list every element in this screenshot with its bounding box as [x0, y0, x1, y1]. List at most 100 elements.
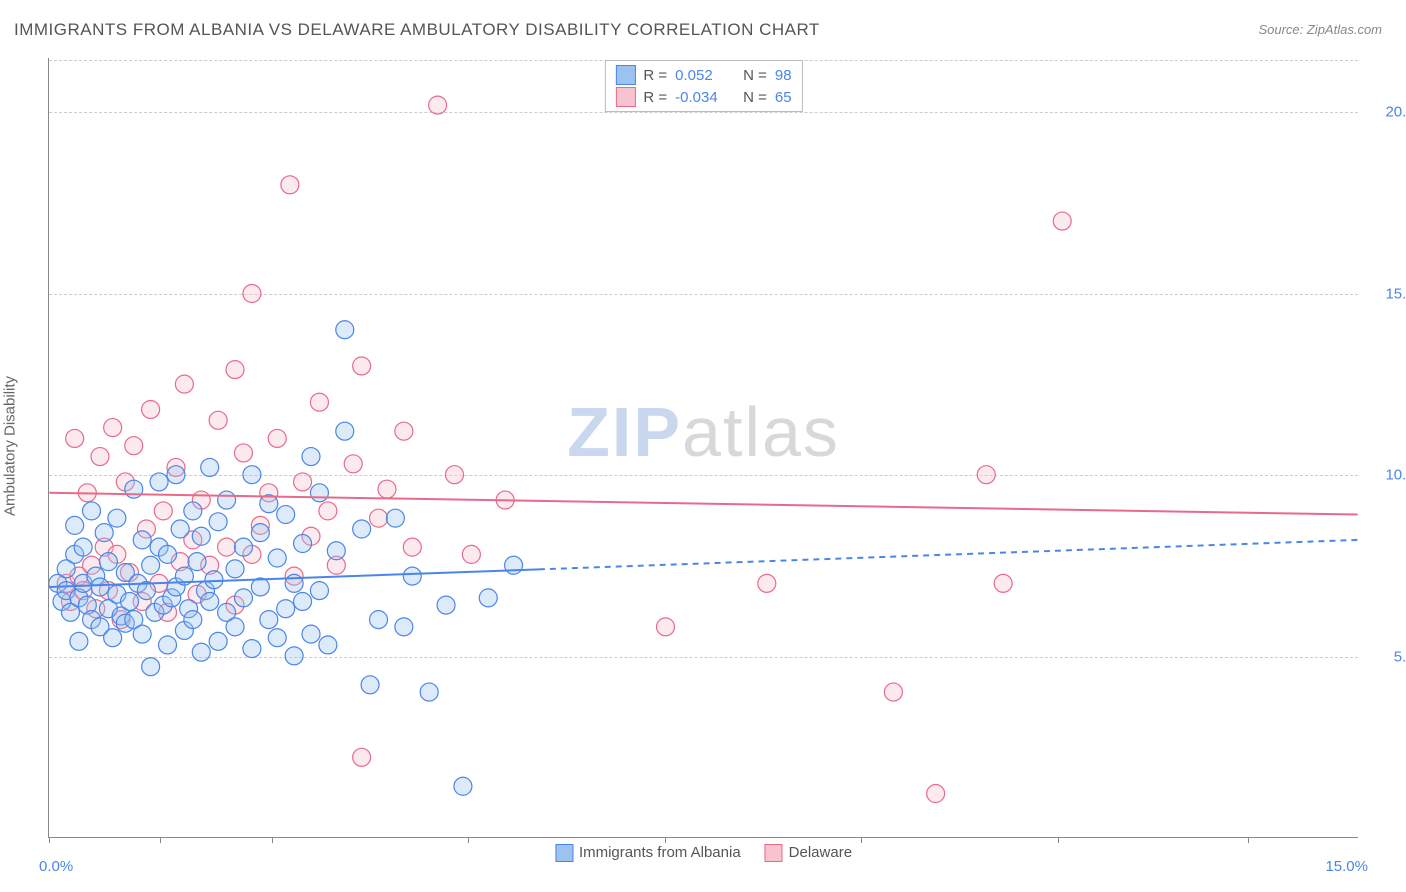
data-point: [336, 422, 354, 440]
data-point: [251, 578, 269, 596]
r-value-0: 0.052: [675, 67, 727, 84]
data-point: [167, 466, 185, 484]
r-label: R =: [643, 89, 667, 106]
data-point: [353, 357, 371, 375]
data-point: [505, 556, 523, 574]
trend-line-solid: [49, 493, 1357, 515]
data-point: [175, 375, 193, 393]
chart-title: IMMIGRANTS FROM ALBANIA VS DELAWARE AMBU…: [14, 20, 820, 40]
data-point: [268, 629, 286, 647]
n-value-0: 98: [775, 67, 792, 84]
legend-label-1: Delaware: [789, 844, 852, 861]
data-point: [188, 553, 206, 571]
data-point: [104, 419, 122, 437]
data-point: [159, 636, 177, 654]
chart-container: IMMIGRANTS FROM ALBANIA VS DELAWARE AMBU…: [0, 0, 1406, 892]
data-point: [192, 527, 210, 545]
data-point: [171, 520, 189, 538]
data-point: [226, 361, 244, 379]
data-point: [285, 647, 303, 665]
data-point: [302, 448, 320, 466]
r-label: R =: [643, 67, 667, 84]
data-point: [395, 618, 413, 636]
x-tick: [160, 837, 161, 843]
data-point: [378, 480, 396, 498]
data-point: [184, 502, 202, 520]
data-point: [234, 538, 252, 556]
data-point: [121, 592, 139, 610]
data-point: [310, 582, 328, 600]
data-point: [99, 553, 117, 571]
legend-swatch-0: [555, 844, 573, 862]
data-point: [319, 636, 337, 654]
x-tick: [272, 837, 273, 843]
data-point: [370, 611, 388, 629]
data-point: [201, 458, 219, 476]
data-point: [142, 400, 160, 418]
data-point: [133, 625, 151, 643]
data-point: [1053, 212, 1071, 230]
data-point: [209, 632, 227, 650]
x-min-label: 0.0%: [39, 858, 73, 875]
data-point: [70, 632, 88, 650]
data-point: [454, 777, 472, 795]
data-point: [234, 444, 252, 462]
y-tick-label: 20.0%: [1368, 104, 1406, 121]
trend-line-dashed: [539, 540, 1358, 569]
data-point: [184, 611, 202, 629]
x-tick: [49, 837, 50, 843]
x-tick: [468, 837, 469, 843]
data-point: [386, 509, 404, 527]
data-point: [294, 592, 312, 610]
data-point: [370, 509, 388, 527]
data-point: [260, 611, 278, 629]
data-point: [74, 538, 92, 556]
data-point: [218, 491, 236, 509]
n-label: N =: [743, 89, 767, 106]
data-point: [395, 422, 413, 440]
x-max-label: 15.0%: [1325, 858, 1368, 875]
data-point: [310, 393, 328, 411]
legend-swatch-1: [765, 844, 783, 862]
data-point: [361, 676, 379, 694]
legend-item-0: Immigrants from Albania: [555, 844, 741, 862]
stats-legend: R = 0.052 N = 98 R = -0.034 N = 65: [604, 60, 802, 112]
n-label: N =: [743, 67, 767, 84]
data-point: [226, 618, 244, 636]
data-point: [83, 502, 101, 520]
stats-swatch-0: [615, 65, 635, 85]
data-point: [446, 466, 464, 484]
data-point: [154, 502, 172, 520]
x-tick: [861, 837, 862, 843]
series-legend: Immigrants from Albania Delaware: [555, 844, 852, 862]
data-point: [243, 285, 261, 303]
data-point: [353, 520, 371, 538]
stats-row-0: R = 0.052 N = 98: [615, 65, 791, 85]
r-value-1: -0.034: [675, 89, 727, 106]
data-point: [294, 473, 312, 491]
x-tick: [1058, 837, 1059, 843]
data-point: [142, 658, 160, 676]
data-point: [209, 513, 227, 531]
data-point: [192, 643, 210, 661]
data-point: [268, 429, 286, 447]
data-point: [95, 524, 113, 542]
data-point: [91, 578, 109, 596]
x-tick: [1248, 837, 1249, 843]
data-point: [429, 96, 447, 114]
data-point: [218, 538, 236, 556]
source-attribution: Source: ZipAtlas.com: [1258, 22, 1382, 37]
data-point: [462, 545, 480, 563]
y-tick-label: 15.0%: [1368, 285, 1406, 302]
data-point: [268, 549, 286, 567]
data-point: [758, 574, 776, 592]
data-point: [205, 571, 223, 589]
data-point: [437, 596, 455, 614]
data-point: [420, 683, 438, 701]
data-point: [251, 524, 269, 542]
data-point: [133, 531, 151, 549]
data-point: [91, 448, 109, 466]
data-point: [994, 574, 1012, 592]
data-point: [294, 535, 312, 553]
x-tick: [665, 837, 666, 843]
